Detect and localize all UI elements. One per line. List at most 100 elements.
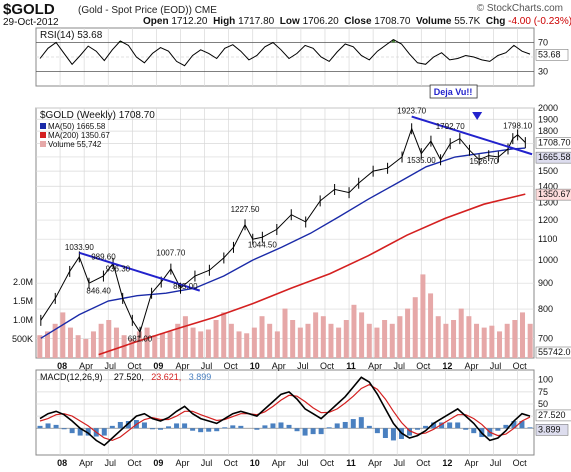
volume-tick-label: 1.0M (13, 315, 33, 325)
macd-histogram-bar (262, 425, 268, 429)
chg-label: Chg (485, 16, 506, 27)
rsi-last-tag-box (535, 49, 569, 61)
volume-legend: Volume 55,742 (48, 140, 102, 149)
x-tick-label-price: Apr (79, 361, 93, 371)
close-value: 1708.70 (374, 16, 411, 27)
price-annotation: 1033.90 (65, 243, 94, 252)
x-tick-label-macd: Apr (175, 458, 189, 468)
x-tick-label-macd: Jul (393, 458, 405, 468)
volume-bar (328, 323, 334, 358)
volume-bar (497, 331, 503, 358)
volume-bar (481, 327, 487, 358)
x-tick-label-price: Jul (393, 361, 405, 371)
price-tick-label: 1500 (538, 166, 558, 176)
volume-value: 55.7K (454, 16, 481, 27)
price-annotation: 936.30 (106, 265, 131, 274)
volume-bar (167, 331, 173, 358)
price-tick-label: 1200 (538, 215, 558, 225)
rsi-panel-frame (35, 27, 535, 87)
macd-histogram-bar (423, 425, 429, 429)
volume-bar (198, 331, 204, 358)
volume-bar (297, 327, 303, 358)
volume-bar (159, 333, 165, 358)
macd-histogram-bar (527, 427, 533, 429)
open-label: Open (143, 16, 169, 27)
volume-bar (451, 320, 457, 358)
volume-bar (412, 297, 418, 358)
volume-bar (389, 323, 395, 358)
volume-bar (520, 312, 526, 358)
macd-histogram-bar (238, 425, 244, 429)
x-tick-label-price: Jul (104, 361, 116, 371)
volume-bar (428, 293, 434, 358)
volume-bar (129, 339, 135, 358)
macd-histogram-bar (366, 425, 372, 429)
volume-bar (106, 320, 112, 358)
macd-histogram-bar (37, 425, 43, 429)
ma50-tag: 1665.58 (538, 152, 571, 162)
macd-histogram-bar (270, 423, 276, 429)
price-annotation: 846.40 (86, 287, 111, 296)
x-tick-label-macd: Oct (320, 458, 335, 468)
quote-summary: Open 1712.20 High 1717.80 Low 1706.20 Cl… (143, 16, 571, 27)
price-tick-label: 800 (538, 304, 553, 314)
rsi-legend: RSI(14) 53.68 (40, 30, 103, 41)
x-tick-label-macd: 09 (153, 458, 163, 468)
x-tick-label-macd: 11 (346, 458, 356, 468)
ma50-legend: MA(50) 1665.58 (48, 122, 106, 131)
rsi-tick-label: 30 (538, 67, 548, 77)
last-price-tag-box (535, 137, 571, 149)
x-tick-label-price: Apr (272, 361, 286, 371)
macd-histogram-bar (439, 422, 445, 429)
price-annotation: 1227.50 (231, 205, 260, 214)
close-label: Close (344, 16, 372, 27)
low-label: Low (279, 16, 300, 27)
volume-bar (190, 327, 196, 358)
macd-tick-label: 75 (538, 387, 548, 397)
volume-bar (205, 329, 211, 358)
price-annotation: 989.60 (91, 252, 116, 261)
price-tick-label: 1400 (538, 181, 558, 191)
volume-bar (313, 312, 319, 358)
macd-histogram-bar (310, 428, 316, 435)
macd-signal-line (39, 383, 531, 442)
macd-histogram-bar (294, 428, 300, 432)
price-annotation: 1535.00 (407, 156, 436, 165)
x-tick-label-price: Oct (416, 361, 431, 371)
macd-histogram-bar (206, 428, 212, 432)
macd-legend-part: MACD(12,26,9) (40, 372, 103, 382)
volume-bar (251, 327, 257, 358)
macd-line (39, 376, 531, 447)
macd-histogram-bar (190, 428, 196, 431)
price-annotation: 1007.70 (156, 248, 185, 257)
volume-bar (244, 333, 250, 358)
volume-bar (290, 320, 296, 358)
x-tick-label-price: Apr (368, 361, 382, 371)
macd-histogram-bar (407, 428, 412, 436)
volume-bar (67, 327, 73, 358)
macd-legend-part: 27.520, (114, 372, 144, 382)
x-tick-label-macd: Oct (224, 458, 239, 468)
macd-histogram-bar (77, 428, 83, 436)
macd-histogram-bar (358, 417, 364, 429)
volume-bar (512, 320, 518, 358)
volume-bar (213, 320, 219, 358)
volume-bar (98, 323, 104, 358)
macd-histogram-bar (495, 428, 501, 431)
volume-bar (37, 335, 43, 358)
volume-bar (221, 312, 227, 358)
macd-histogram-bar (415, 428, 421, 430)
macd-histogram-bar (382, 428, 388, 438)
x-tick-label-price: 12 (442, 361, 452, 371)
macd-hist-tag-box (535, 424, 569, 436)
volume-bar (351, 304, 357, 358)
volume-bar (443, 323, 449, 358)
macd-histogram-bar (214, 428, 220, 432)
macd-value-tag-box (535, 409, 571, 422)
macd-histogram-bar (125, 421, 131, 429)
volume-bar (504, 323, 510, 358)
volume-last-tag-box (535, 346, 571, 359)
volume-tick-label: 500K (12, 334, 33, 344)
macd-histogram-bar (149, 428, 155, 430)
macd-histogram-bar (45, 423, 51, 429)
